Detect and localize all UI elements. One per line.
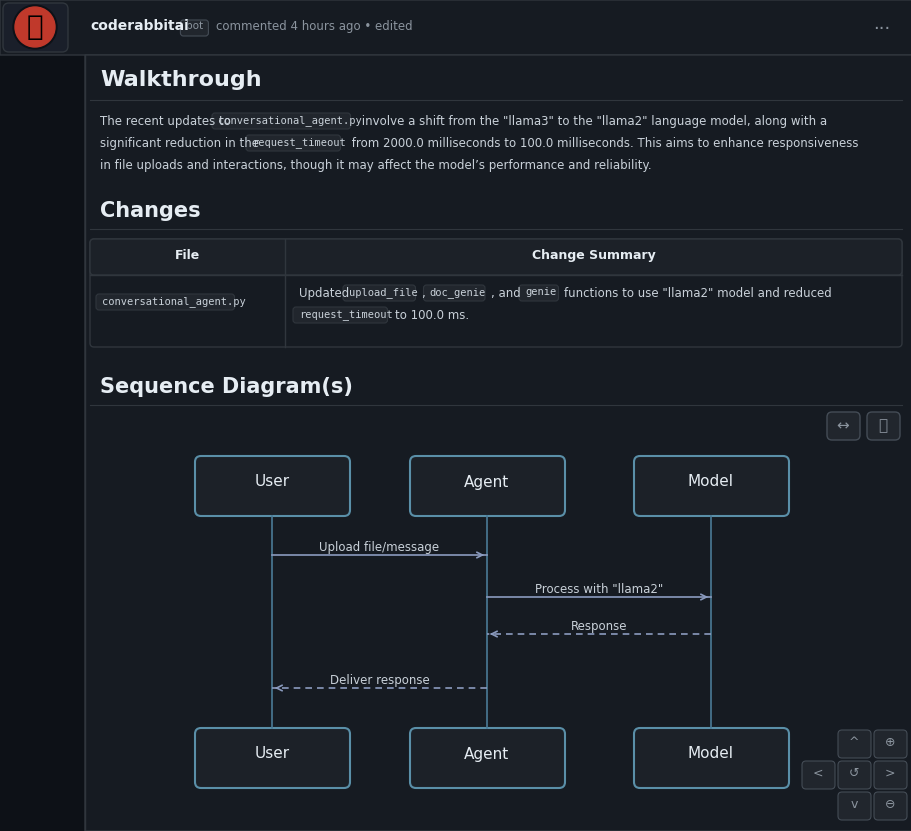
Text: Model: Model <box>687 746 733 761</box>
FancyBboxPatch shape <box>0 0 911 55</box>
Text: ↺: ↺ <box>848 767 858 780</box>
FancyBboxPatch shape <box>410 456 565 516</box>
Text: User: User <box>254 475 290 489</box>
Text: , and: , and <box>490 287 520 300</box>
Text: conversational_agent.py: conversational_agent.py <box>102 296 245 307</box>
Text: commented 4 hours ago • edited: commented 4 hours ago • edited <box>216 20 413 33</box>
FancyBboxPatch shape <box>292 307 387 323</box>
Text: ⊕: ⊕ <box>884 736 895 749</box>
Text: Process with "llama2": Process with "llama2" <box>534 583 662 596</box>
FancyBboxPatch shape <box>873 792 906 820</box>
Text: in file uploads and interactions, though it may affect the model’s performance a: in file uploads and interactions, though… <box>100 159 651 172</box>
Text: ^: ^ <box>848 736 858 749</box>
FancyBboxPatch shape <box>518 285 558 301</box>
Text: ···: ··· <box>873 20 890 38</box>
Text: User: User <box>254 746 290 761</box>
Text: Deliver response: Deliver response <box>329 674 429 687</box>
FancyBboxPatch shape <box>866 412 899 440</box>
Text: Model: Model <box>687 475 733 489</box>
Text: >: > <box>884 767 895 780</box>
FancyBboxPatch shape <box>90 239 901 275</box>
Text: involve a shift from the "llama3" to the "llama2" language model, along with a: involve a shift from the "llama3" to the… <box>358 115 826 128</box>
FancyBboxPatch shape <box>180 20 209 36</box>
FancyBboxPatch shape <box>211 113 350 129</box>
FancyBboxPatch shape <box>873 730 906 758</box>
FancyBboxPatch shape <box>343 285 415 301</box>
Text: to 100.0 ms.: to 100.0 ms. <box>395 309 469 322</box>
Text: Changes: Changes <box>100 201 200 221</box>
FancyBboxPatch shape <box>837 792 870 820</box>
FancyBboxPatch shape <box>195 456 350 516</box>
Text: genie: genie <box>525 287 556 297</box>
FancyBboxPatch shape <box>3 3 68 52</box>
Text: ↔: ↔ <box>835 418 848 433</box>
Text: bot: bot <box>186 21 203 31</box>
Text: Response: Response <box>570 620 627 633</box>
FancyBboxPatch shape <box>85 55 911 831</box>
Text: from 2000.0 milliseconds to 100.0 milliseconds. This aims to enhance responsiven: from 2000.0 milliseconds to 100.0 millis… <box>348 137 858 150</box>
Text: ⊖: ⊖ <box>884 798 895 811</box>
Text: request_timeout: request_timeout <box>299 309 393 320</box>
FancyBboxPatch shape <box>801 761 834 789</box>
Text: conversational_agent.py: conversational_agent.py <box>218 115 362 126</box>
Text: Upload file/message: Upload file/message <box>319 541 439 554</box>
Text: request_timeout: request_timeout <box>251 137 345 148</box>
Text: doc_genie: doc_genie <box>429 287 486 297</box>
Circle shape <box>15 7 55 47</box>
Text: ⧉: ⧉ <box>877 418 886 433</box>
Text: Walkthrough: Walkthrough <box>100 70 261 90</box>
Text: Updated: Updated <box>299 287 353 300</box>
FancyBboxPatch shape <box>633 728 788 788</box>
Text: <: < <box>812 767 823 780</box>
Text: functions to use "llama2" model and reduced: functions to use "llama2" model and redu… <box>564 287 832 300</box>
FancyBboxPatch shape <box>423 285 485 301</box>
Text: Change Summary: Change Summary <box>531 249 655 262</box>
FancyBboxPatch shape <box>195 728 350 788</box>
Text: significant reduction in the: significant reduction in the <box>100 137 262 150</box>
Text: upload_file: upload_file <box>349 287 417 297</box>
FancyBboxPatch shape <box>633 456 788 516</box>
Text: Agent: Agent <box>464 475 509 489</box>
Text: File: File <box>175 249 200 262</box>
FancyBboxPatch shape <box>410 728 565 788</box>
FancyBboxPatch shape <box>837 761 870 789</box>
Text: coderabbitai: coderabbitai <box>90 19 189 33</box>
FancyBboxPatch shape <box>873 761 906 789</box>
FancyBboxPatch shape <box>837 730 870 758</box>
Text: v: v <box>849 798 856 811</box>
FancyBboxPatch shape <box>96 294 234 310</box>
Text: The recent updates to: The recent updates to <box>100 115 234 128</box>
FancyBboxPatch shape <box>90 239 901 347</box>
Text: ,: , <box>421 287 425 300</box>
FancyBboxPatch shape <box>826 412 859 440</box>
Text: Agent: Agent <box>464 746 509 761</box>
Text: 🐰: 🐰 <box>26 13 43 41</box>
Text: Sequence Diagram(s): Sequence Diagram(s) <box>100 377 353 397</box>
FancyBboxPatch shape <box>246 135 340 151</box>
Circle shape <box>13 5 56 49</box>
